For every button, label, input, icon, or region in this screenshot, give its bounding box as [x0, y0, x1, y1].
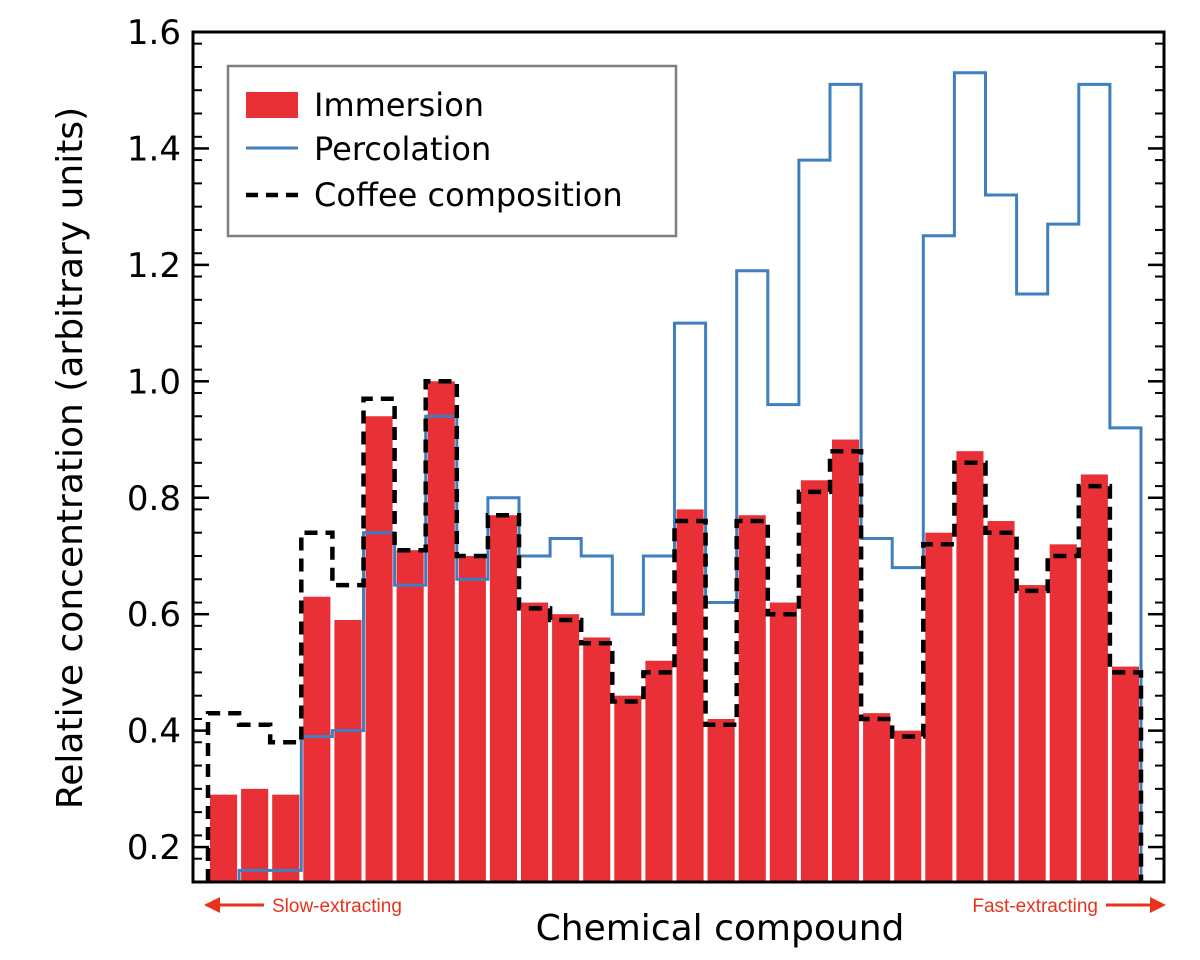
y-tick-label: 1.2: [127, 246, 181, 286]
immersion-bar-13: [583, 637, 611, 882]
slow-extracting-label: Slow-extracting: [272, 896, 402, 917]
immersion-bar-3: [272, 794, 300, 882]
y-axis-title: Relative concentration (arbitrary units): [50, 107, 91, 809]
immersion-bar-11: [521, 602, 549, 882]
legend: Immersion Percolation Coffee composition: [226, 64, 678, 238]
immersion-bar-5: [334, 620, 362, 882]
immersion-bar-28: [1049, 544, 1077, 882]
immersion-bar-4: [303, 596, 331, 882]
immersion-bar-17: [707, 718, 735, 882]
immersion-bars: [210, 381, 1139, 882]
y-tick-label: 0.8: [127, 479, 181, 519]
y-tick-label: 1.0: [127, 362, 181, 402]
percolation-line: [208, 71, 1143, 884]
y-tick-label: 1.6: [127, 13, 181, 53]
immersion-bar-1: [210, 794, 238, 882]
immersion-bar-30: [1111, 666, 1139, 882]
y-ticks: 0.2 0.4 0.6 0.8 1.0 1.2 1.4 1.6: [127, 13, 1164, 883]
coffee-composition-series: [205, 379, 1144, 882]
immersion-bar-15: [645, 660, 673, 882]
right-arrow-head: [1150, 897, 1166, 913]
axes: [191, 30, 1166, 884]
immersion-bar-6: [365, 416, 393, 882]
y-tick-label: 0.2: [127, 828, 181, 868]
immersion-bar-2: [241, 788, 269, 882]
legend-coffee-label: Coffee composition: [314, 176, 623, 214]
immersion-bar-26: [987, 521, 1015, 882]
legend-frame: [226, 64, 678, 238]
slow-extracting-annotation: Slow-extracting: [204, 896, 402, 917]
immersion-bar-27: [1018, 585, 1046, 882]
immersion-bar-24: [925, 532, 953, 882]
immersion-bar-20: [800, 480, 828, 882]
immersion-bar-7: [396, 550, 424, 882]
immersion-bar-8: [427, 381, 455, 882]
coffee-composition-line: [205, 379, 1144, 882]
immersion-bar-9: [458, 555, 486, 882]
immersion-bar-29: [1080, 474, 1108, 882]
immersion-bar-18: [738, 515, 766, 882]
legend-immersion-label: Immersion: [314, 86, 484, 124]
percolation-series: [208, 71, 1143, 884]
x-axis-title: Chemical compound: [536, 908, 905, 949]
immersion-bar-25: [956, 451, 984, 882]
immersion-bar-12: [552, 614, 580, 882]
legend-immersion-swatch: [246, 92, 298, 118]
immersion-bar-22: [863, 713, 891, 882]
immersion-bar-19: [769, 602, 797, 882]
immersion-bar-23: [894, 730, 922, 882]
legend-percolation-label: Percolation: [314, 130, 491, 168]
left-arrow-head: [204, 897, 220, 913]
immersion-bar-10: [489, 515, 517, 882]
y-tick-label: 0.4: [127, 712, 181, 752]
y-tick-label: 0.6: [127, 595, 181, 635]
immersion-bar-16: [676, 509, 704, 882]
fast-extracting-annotation: Fast-extracting: [972, 896, 1166, 917]
plot-frame: [191, 30, 1166, 884]
fast-extracting-label: Fast-extracting: [972, 896, 1098, 917]
immersion-bar-14: [614, 695, 642, 882]
immersion-bar-21: [832, 439, 860, 882]
y-tick-label: 1.4: [127, 129, 181, 169]
